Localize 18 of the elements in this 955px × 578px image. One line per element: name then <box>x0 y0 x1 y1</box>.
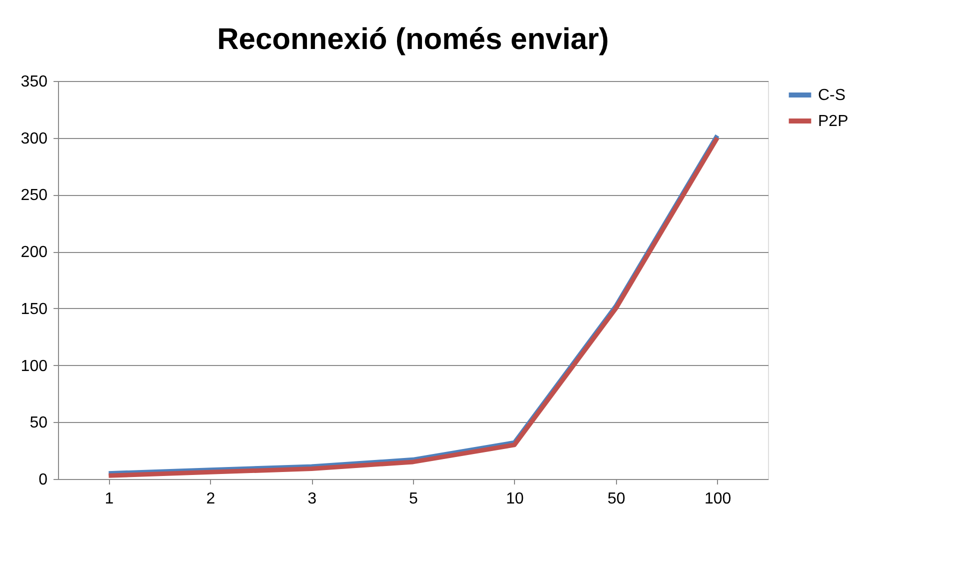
y-tick-label: 150 <box>20 300 48 318</box>
chart-title: Reconnexió (només enviar) <box>217 23 609 56</box>
x-tick-label: 5 <box>409 490 418 508</box>
y-tick-label: 300 <box>20 130 48 148</box>
x-tick-label: 3 <box>308 490 317 508</box>
y-tick-label: 350 <box>20 74 48 90</box>
y-tick-label: 250 <box>20 187 48 204</box>
y-tick-label: 200 <box>20 244 48 262</box>
y-tick-label: 50 <box>30 414 48 432</box>
x-tick-label: 10 <box>506 490 524 508</box>
x-tick-label: 2 <box>206 490 216 508</box>
y-tick-label: 0 <box>38 472 48 488</box>
legend-label: C-S <box>818 87 846 104</box>
legend-label: P2P <box>818 113 848 130</box>
x-tick-label: 100 <box>704 490 732 508</box>
y-tick-label: 100 <box>20 358 48 375</box>
x-tick-label: 50 <box>607 490 626 508</box>
x-tick-label: 1 <box>104 490 114 508</box>
